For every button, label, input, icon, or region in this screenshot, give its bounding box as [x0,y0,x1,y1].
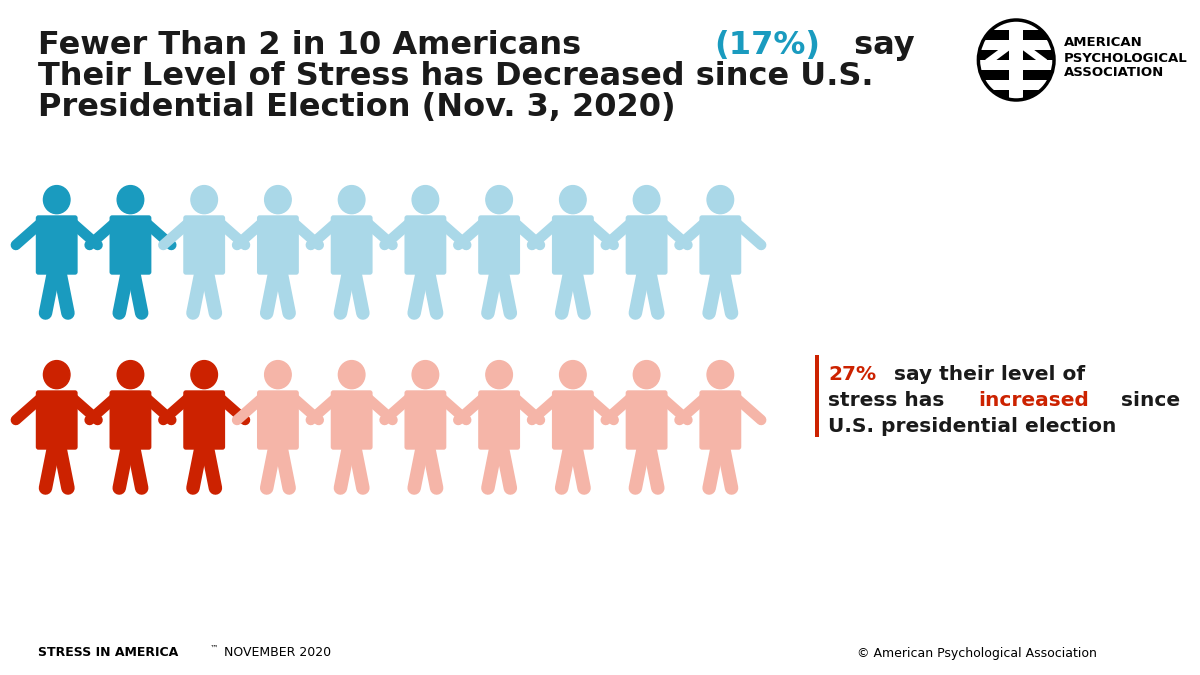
Bar [978,20,1054,30]
FancyBboxPatch shape [184,215,226,275]
Circle shape [486,360,512,389]
Bar [978,70,1054,80]
FancyBboxPatch shape [552,215,594,275]
FancyBboxPatch shape [109,390,151,450]
Circle shape [486,186,512,214]
FancyBboxPatch shape [700,390,742,450]
Circle shape [559,186,586,214]
Text: © American Psychological Association: © American Psychological Association [857,647,1097,659]
Bar [815,355,818,437]
FancyBboxPatch shape [109,215,151,275]
Bar [978,30,1054,40]
Text: increased: increased [978,391,1090,410]
Circle shape [707,186,733,214]
Circle shape [978,20,1054,100]
Circle shape [191,186,217,214]
Text: since: since [1114,391,1180,410]
Text: ™: ™ [210,643,218,653]
FancyBboxPatch shape [184,390,226,450]
Circle shape [634,186,660,214]
Text: say: say [844,30,914,61]
Bar [978,40,1054,50]
Circle shape [118,360,144,389]
FancyBboxPatch shape [552,390,594,450]
Text: Fewer Than 2 in 10 Americans: Fewer Than 2 in 10 Americans [38,30,592,61]
Circle shape [191,360,217,389]
FancyBboxPatch shape [331,390,372,450]
Bar [978,60,1054,70]
Circle shape [412,360,439,389]
Circle shape [634,360,660,389]
Circle shape [265,186,292,214]
Circle shape [43,360,70,389]
Bar [978,80,1054,90]
FancyBboxPatch shape [331,215,372,275]
Circle shape [707,360,733,389]
Text: AMERICAN: AMERICAN [1063,36,1142,49]
Circle shape [412,186,439,214]
FancyBboxPatch shape [625,215,667,275]
Text: (17%): (17%) [714,30,820,61]
FancyBboxPatch shape [404,390,446,450]
Text: say their level of: say their level of [887,365,1085,384]
Text: ASSOCIATION: ASSOCIATION [1063,67,1164,80]
Text: stress has: stress has [828,391,952,410]
FancyBboxPatch shape [257,215,299,275]
FancyBboxPatch shape [36,215,78,275]
Circle shape [338,186,365,214]
FancyBboxPatch shape [257,390,299,450]
Circle shape [559,360,586,389]
FancyBboxPatch shape [478,215,520,275]
FancyBboxPatch shape [36,390,78,450]
Bar [1009,20,1024,100]
Text: 27%: 27% [828,365,876,384]
FancyBboxPatch shape [404,215,446,275]
Text: NOVEMBER 2020: NOVEMBER 2020 [216,647,331,659]
Circle shape [338,360,365,389]
Text: STRESS IN AMERICA: STRESS IN AMERICA [38,647,178,659]
Bar [978,50,1054,60]
FancyBboxPatch shape [700,215,742,275]
Circle shape [118,186,144,214]
Circle shape [265,360,292,389]
Bar [978,90,1054,100]
Text: Presidential Election (Nov. 3, 2020): Presidential Election (Nov. 3, 2020) [38,92,676,123]
Circle shape [43,186,70,214]
Text: U.S. presidential election: U.S. presidential election [828,417,1116,436]
FancyBboxPatch shape [625,390,667,450]
Text: PSYCHOLOGICAL: PSYCHOLOGICAL [1063,51,1187,65]
FancyBboxPatch shape [478,390,520,450]
Text: Their Level of Stress has Decreased since U.S.: Their Level of Stress has Decreased sinc… [38,61,874,92]
